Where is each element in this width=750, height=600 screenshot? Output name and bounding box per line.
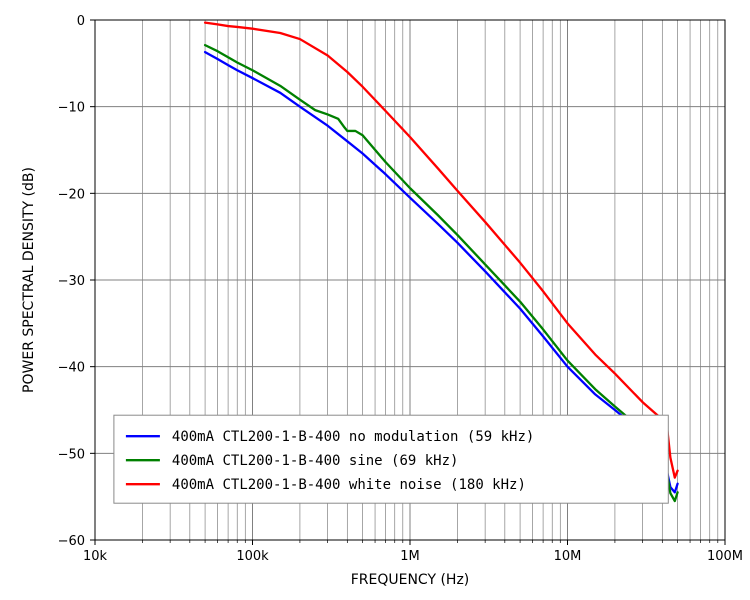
svg-text:400mA CTL200-1-B-400 sine (69: 400mA CTL200-1-B-400 sine (69 kHz): [172, 453, 459, 469]
svg-text:−60: −60: [58, 534, 85, 549]
svg-text:400mA CTL200-1-B-400 white noi: 400mA CTL200-1-B-400 white noise (180 kH…: [172, 477, 526, 493]
svg-text:−50: −50: [58, 447, 85, 462]
chart-container: { "chart": { "type": "line", "width": 75…: [0, 0, 750, 600]
svg-text:400mA CTL200-1-B-400 no modula: 400mA CTL200-1-B-400 no modulation (59 k…: [172, 429, 534, 445]
svg-text:−10: −10: [58, 101, 85, 116]
psd-chart: 10k 100k 1M 10M 100M −60 −50 −40 −30 −20 −10 0 FREQU…: [0, 0, 750, 600]
svg-text:100M: 100M: [707, 549, 743, 564]
svg-text:100k: 100k: [236, 549, 269, 564]
svg-text:FREQUENCY (Hz): FREQUENCY (Hz): [351, 572, 470, 588]
svg-text:−40: −40: [58, 361, 85, 376]
svg-text:0: 0: [77, 14, 85, 29]
svg-text:10k: 10k: [83, 549, 108, 564]
svg-text:−30: −30: [58, 274, 85, 289]
svg-text:10M: 10M: [554, 549, 582, 564]
svg-text:−20: −20: [58, 187, 85, 202]
svg-text:1M: 1M: [400, 549, 420, 564]
svg-text:POWER SPECTRAL DENSITY (dB): POWER SPECTRAL DENSITY (dB): [21, 167, 37, 393]
